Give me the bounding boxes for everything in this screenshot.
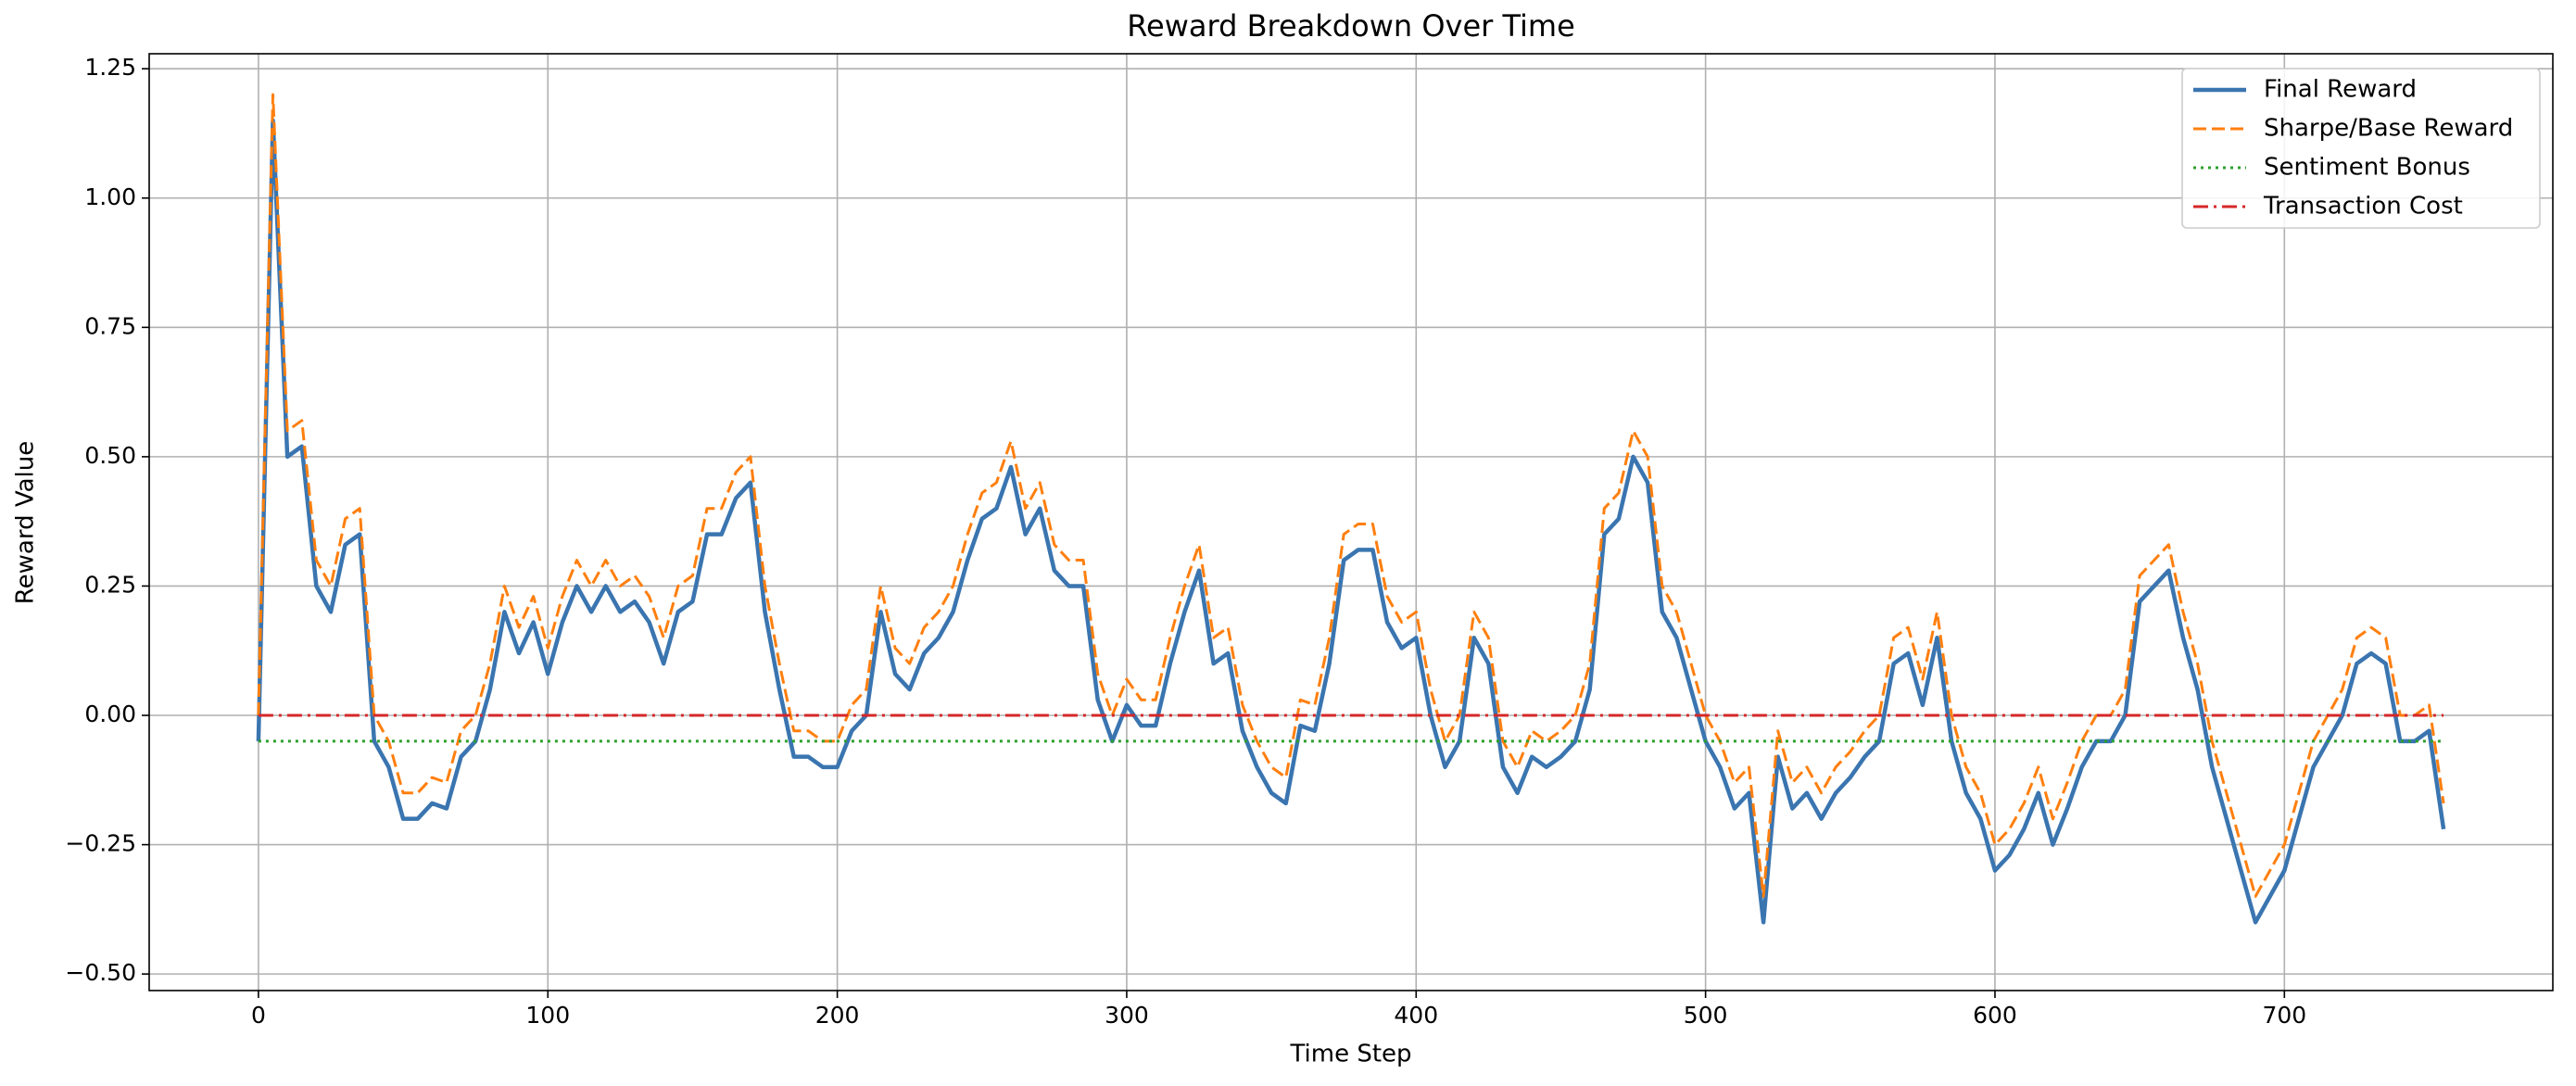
x-tick-label: 0 <box>251 1002 266 1029</box>
plot-frame <box>148 53 2554 991</box>
y-tick-label: 0.75 <box>84 312 136 339</box>
y-tick-label: −0.50 <box>65 959 136 986</box>
x-tick-label: 700 <box>2262 1002 2306 1029</box>
legend-label: Sharpe/Base Reward <box>2264 115 2513 143</box>
x-tick-label: 300 <box>1105 1002 1149 1029</box>
x-tick-label: 100 <box>525 1002 570 1029</box>
y-axis-label: Reward Value <box>12 441 40 605</box>
chart-title: Reward Breakdown Over Time <box>1127 8 1575 44</box>
x-tick-label: 600 <box>1973 1002 2017 1029</box>
legend-label: Final Reward <box>2264 76 2417 104</box>
legend-label: Sentiment Bonus <box>2264 154 2470 182</box>
legend-label: Transaction Cost <box>2263 193 2463 221</box>
y-tick-label: 0.00 <box>84 701 136 727</box>
y-tick-label: 1.25 <box>84 54 136 81</box>
x-axis-label: Time Step <box>1289 1041 1411 1068</box>
y-tick-label: 0.25 <box>84 571 136 598</box>
x-tick-label: 400 <box>1394 1002 1438 1029</box>
y-tick-label: 0.50 <box>84 442 136 469</box>
legend-box <box>2181 68 2541 229</box>
series-line <box>257 93 2445 898</box>
legend: Final Reward Sharpe/Base Reward Sentiment … <box>2181 68 2541 229</box>
series-line <box>256 118 2446 925</box>
x-tick-label: 500 <box>1684 1002 1728 1029</box>
x-tick-label: 200 <box>815 1002 860 1029</box>
y-tick-label: 1.00 <box>84 183 136 210</box>
y-tick-label: −0.25 <box>65 830 136 857</box>
